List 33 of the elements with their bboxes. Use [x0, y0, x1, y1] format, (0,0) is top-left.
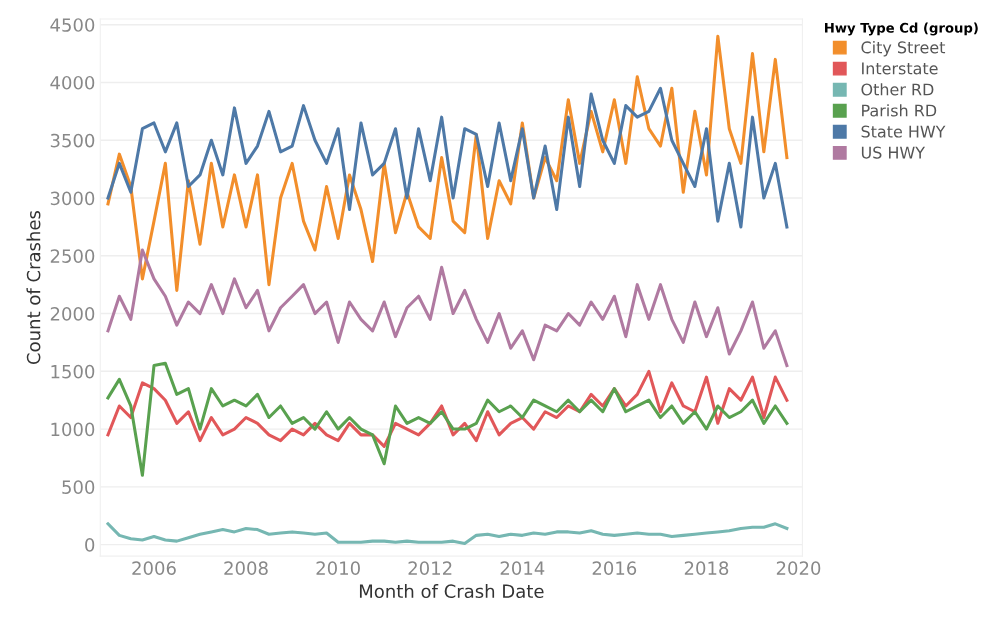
legend-title: Hwy Type Cd (group) [825, 22, 978, 36]
line-series [106, 34, 789, 292]
y-tick-label: 2500 [50, 249, 95, 263]
y-axis-title: Count of Crashes [26, 210, 41, 365]
y-tick-label: 500 [62, 480, 95, 494]
x-tick-label: 2020 [776, 561, 821, 575]
line-series [106, 361, 789, 477]
line-series [106, 522, 789, 545]
x-axis-title: Month of Crash Date [359, 584, 544, 599]
legend-label: City Street [861, 41, 946, 57]
legend-label: State HWY [861, 125, 946, 138]
y-tick-label: 1000 [51, 422, 95, 437]
x-tick-label: 2006 [132, 561, 176, 575]
y-tick-label: 4500 [50, 18, 95, 32]
x-tick-label: 2018 [684, 561, 729, 575]
legend-label: Interstate [862, 62, 938, 75]
y-tick-label: 0 [85, 538, 95, 552]
y-tick-label: 3000 [50, 191, 95, 206]
y-tick-label: 4000 [50, 75, 95, 90]
line-series [106, 248, 789, 368]
y-tick-label: 3500 [50, 133, 95, 148]
legend-label: US HWY [861, 146, 926, 159]
y-tick-label: 2000 [50, 307, 95, 321]
line-series [106, 369, 789, 448]
legend-label: Parish RD [862, 104, 937, 117]
x-tick-label: 2014 [500, 561, 545, 575]
x-tick-label: 2010 [316, 561, 360, 575]
y-tick-label: 1500 [51, 364, 95, 379]
x-tick-label: 2016 [592, 561, 637, 575]
line-series [106, 86, 789, 229]
x-tick-label: 2012 [408, 561, 452, 575]
x-tick-label: 2008 [224, 561, 268, 575]
legend-label: Other RD [861, 83, 934, 96]
